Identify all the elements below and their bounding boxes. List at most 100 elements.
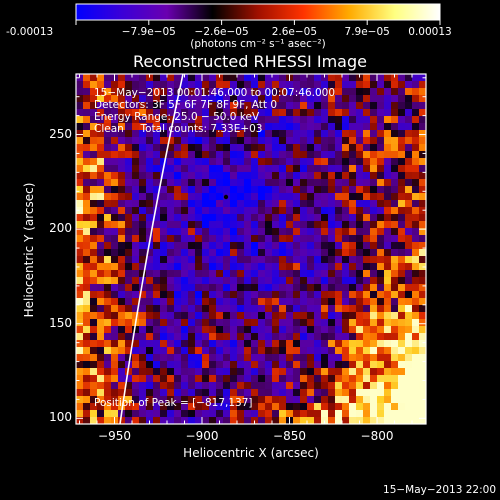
heatmap-cell (363, 284, 371, 292)
heatmap-cell (223, 74, 231, 82)
heatmap-cell (314, 165, 322, 173)
heatmap-cell (342, 193, 350, 201)
heatmap-cell (265, 137, 273, 145)
heatmap-cell (307, 242, 315, 250)
heatmap-cell (307, 249, 315, 257)
heatmap-cell (286, 382, 294, 390)
heatmap-cell (195, 95, 203, 103)
heatmap-cell (363, 375, 371, 383)
heatmap-cell (202, 368, 210, 376)
heatmap-cell (335, 319, 343, 327)
heatmap-cell (258, 298, 266, 306)
heatmap-cell (272, 242, 280, 250)
heatmap-cell (405, 165, 413, 173)
heatmap-cell (321, 165, 329, 173)
heatmap-cell (370, 277, 378, 285)
heatmap-cell (83, 74, 91, 82)
heatmap-cell (279, 179, 287, 187)
heatmap-cell (160, 130, 168, 138)
heatmap-cell (293, 130, 301, 138)
heatmap-cell (405, 368, 413, 376)
heatmap-cell (132, 200, 140, 208)
heatmap-cell (356, 235, 364, 243)
heatmap-cell (132, 221, 140, 229)
heatmap-cell (398, 263, 406, 271)
heatmap-cell (76, 326, 84, 334)
heatmap-cell (412, 235, 420, 243)
heatmap-cell (160, 186, 168, 194)
heatmap-cell (153, 179, 161, 187)
heatmap-cell (195, 354, 203, 362)
heatmap-cell (272, 81, 280, 89)
heatmap-cell (104, 403, 112, 411)
heatmap-cell (244, 193, 252, 201)
heatmap-cell (265, 151, 273, 159)
heatmap-cell (244, 95, 252, 103)
heatmap-cell (265, 144, 273, 152)
heatmap-cell (104, 347, 112, 355)
heatmap-cell (83, 130, 91, 138)
heatmap-cell (223, 214, 231, 222)
heatmap-cell (293, 186, 301, 194)
heatmap-cell (377, 200, 385, 208)
heatmap-cell (216, 396, 224, 404)
heatmap-cell (307, 277, 315, 285)
heatmap-cell (272, 347, 280, 355)
heatmap-cell (391, 144, 399, 152)
heatmap-cell (370, 214, 378, 222)
heatmap-cell (153, 396, 161, 404)
heatmap-cell (293, 368, 301, 376)
heatmap-cell (139, 368, 147, 376)
heatmap-cell (139, 326, 147, 334)
colorbar-tick-label: 2.6e−05 (271, 26, 318, 38)
heatmap-cell (181, 123, 189, 131)
heatmap-cell (398, 403, 406, 411)
heatmap-cell (97, 95, 105, 103)
heatmap-cell (258, 326, 266, 334)
heatmap-cell (188, 312, 196, 320)
heatmap-cell (132, 193, 140, 201)
heatmap-cell (139, 375, 147, 383)
heatmap-cell (181, 263, 189, 271)
heatmap-cell (314, 347, 322, 355)
heatmap-cell (272, 410, 280, 418)
heatmap-cell (307, 347, 315, 355)
heatmap-cell (216, 81, 224, 89)
heatmap-cell (363, 417, 371, 425)
heatmap-cell (188, 347, 196, 355)
heatmap-cell (90, 214, 98, 222)
heatmap-cell (272, 116, 280, 124)
heatmap-cell (83, 354, 91, 362)
heatmap-cell (160, 312, 168, 320)
heatmap-cell (279, 270, 287, 278)
heatmap-cell (286, 200, 294, 208)
heatmap-cell (412, 319, 420, 327)
heatmap-cell (237, 242, 245, 250)
heatmap-cell (160, 291, 168, 299)
heatmap-cell (90, 396, 98, 404)
heatmap-cell (223, 88, 231, 96)
heatmap-cell (237, 109, 245, 117)
heatmap-cell (307, 382, 315, 390)
heatmap-cell (125, 305, 133, 313)
heatmap-cell (412, 200, 420, 208)
heatmap-cell (118, 228, 126, 236)
heatmap-cell (90, 256, 98, 264)
heatmap-cell (419, 214, 427, 222)
heatmap-cell (83, 347, 91, 355)
heatmap-cell (286, 270, 294, 278)
heatmap-cell (328, 312, 336, 320)
heatmap-cell (279, 354, 287, 362)
heatmap-cell (342, 291, 350, 299)
heatmap-cell (419, 109, 427, 117)
heatmap-cell (160, 102, 168, 110)
heatmap-cell (265, 102, 273, 110)
heatmap-cell (412, 347, 420, 355)
heatmap-cell (202, 81, 210, 89)
heatmap-cell (356, 130, 364, 138)
heatmap-cell (286, 326, 294, 334)
heatmap-cell (104, 200, 112, 208)
heatmap-cell (146, 137, 154, 145)
heatmap-cell (286, 81, 294, 89)
heatmap-cell (139, 382, 147, 390)
